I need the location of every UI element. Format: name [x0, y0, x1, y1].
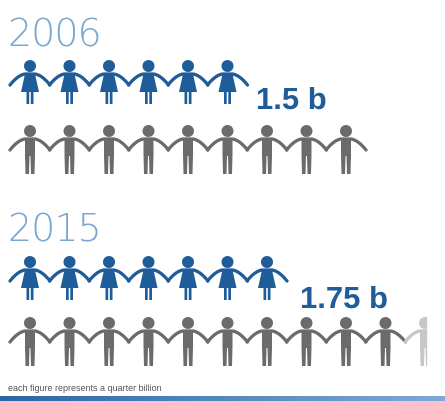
- year-label-2006: 2006: [8, 11, 102, 55]
- figure-rest-2006-4: [126, 125, 171, 174]
- value-label-2006: 1.5 b: [256, 81, 327, 116]
- year-label-2015: 2015: [8, 206, 102, 250]
- figure-rest-2015-1: [8, 317, 52, 366]
- figure-highlight-2015-7: [245, 256, 289, 300]
- figure-highlight-2015-4: [126, 256, 171, 300]
- footnote-unit: each figure represents a quarter billion: [8, 383, 162, 393]
- figure-highlight-2015-1: [8, 256, 52, 300]
- figure-highlight-2006-6: [205, 60, 250, 104]
- figure-highlight-2015-6: [205, 256, 250, 300]
- figure-rest-2006-2: [47, 125, 92, 174]
- figure-rest-2015-9: [324, 317, 368, 366]
- figure-rest-2006-5: [166, 125, 210, 174]
- figure-rest-2015-5: [166, 317, 210, 366]
- figure-rest-2015-2: [47, 317, 92, 366]
- figure-highlight-2015-5: [166, 256, 210, 300]
- figure-rest-2006-9: [324, 125, 368, 174]
- figure-rest-2015-3: [87, 317, 131, 366]
- figure-highlight-2006-2: [47, 60, 92, 104]
- figure-highlight-2006-4: [126, 60, 171, 104]
- figure-highlight-2006-3: [87, 60, 131, 104]
- figure-rest-2006-8: [284, 125, 329, 174]
- figure-partial-2015-1: [403, 317, 428, 366]
- figure-rest-2015-4: [126, 317, 171, 366]
- figure-rest-2015-6: [205, 317, 250, 366]
- figure-rest-2015-8: [284, 317, 329, 366]
- value-label-2015: 1.75 b: [300, 280, 388, 315]
- figure-rest-2015-7: [245, 317, 289, 366]
- figure-highlight-2015-3: [87, 256, 131, 300]
- figure-highlight-2006-1: [8, 60, 52, 104]
- bottom-accent-bar: [0, 396, 445, 401]
- figure-rest-2015-10: [363, 317, 408, 366]
- figure-highlight-2006-5: [166, 60, 210, 104]
- figure-rest-2006-1: [8, 125, 52, 174]
- figure-highlight-2015-2: [47, 256, 92, 300]
- figure-rest-2006-3: [87, 125, 131, 174]
- figure-rest-2006-6: [205, 125, 250, 174]
- figure-rest-2006-7: [245, 125, 289, 174]
